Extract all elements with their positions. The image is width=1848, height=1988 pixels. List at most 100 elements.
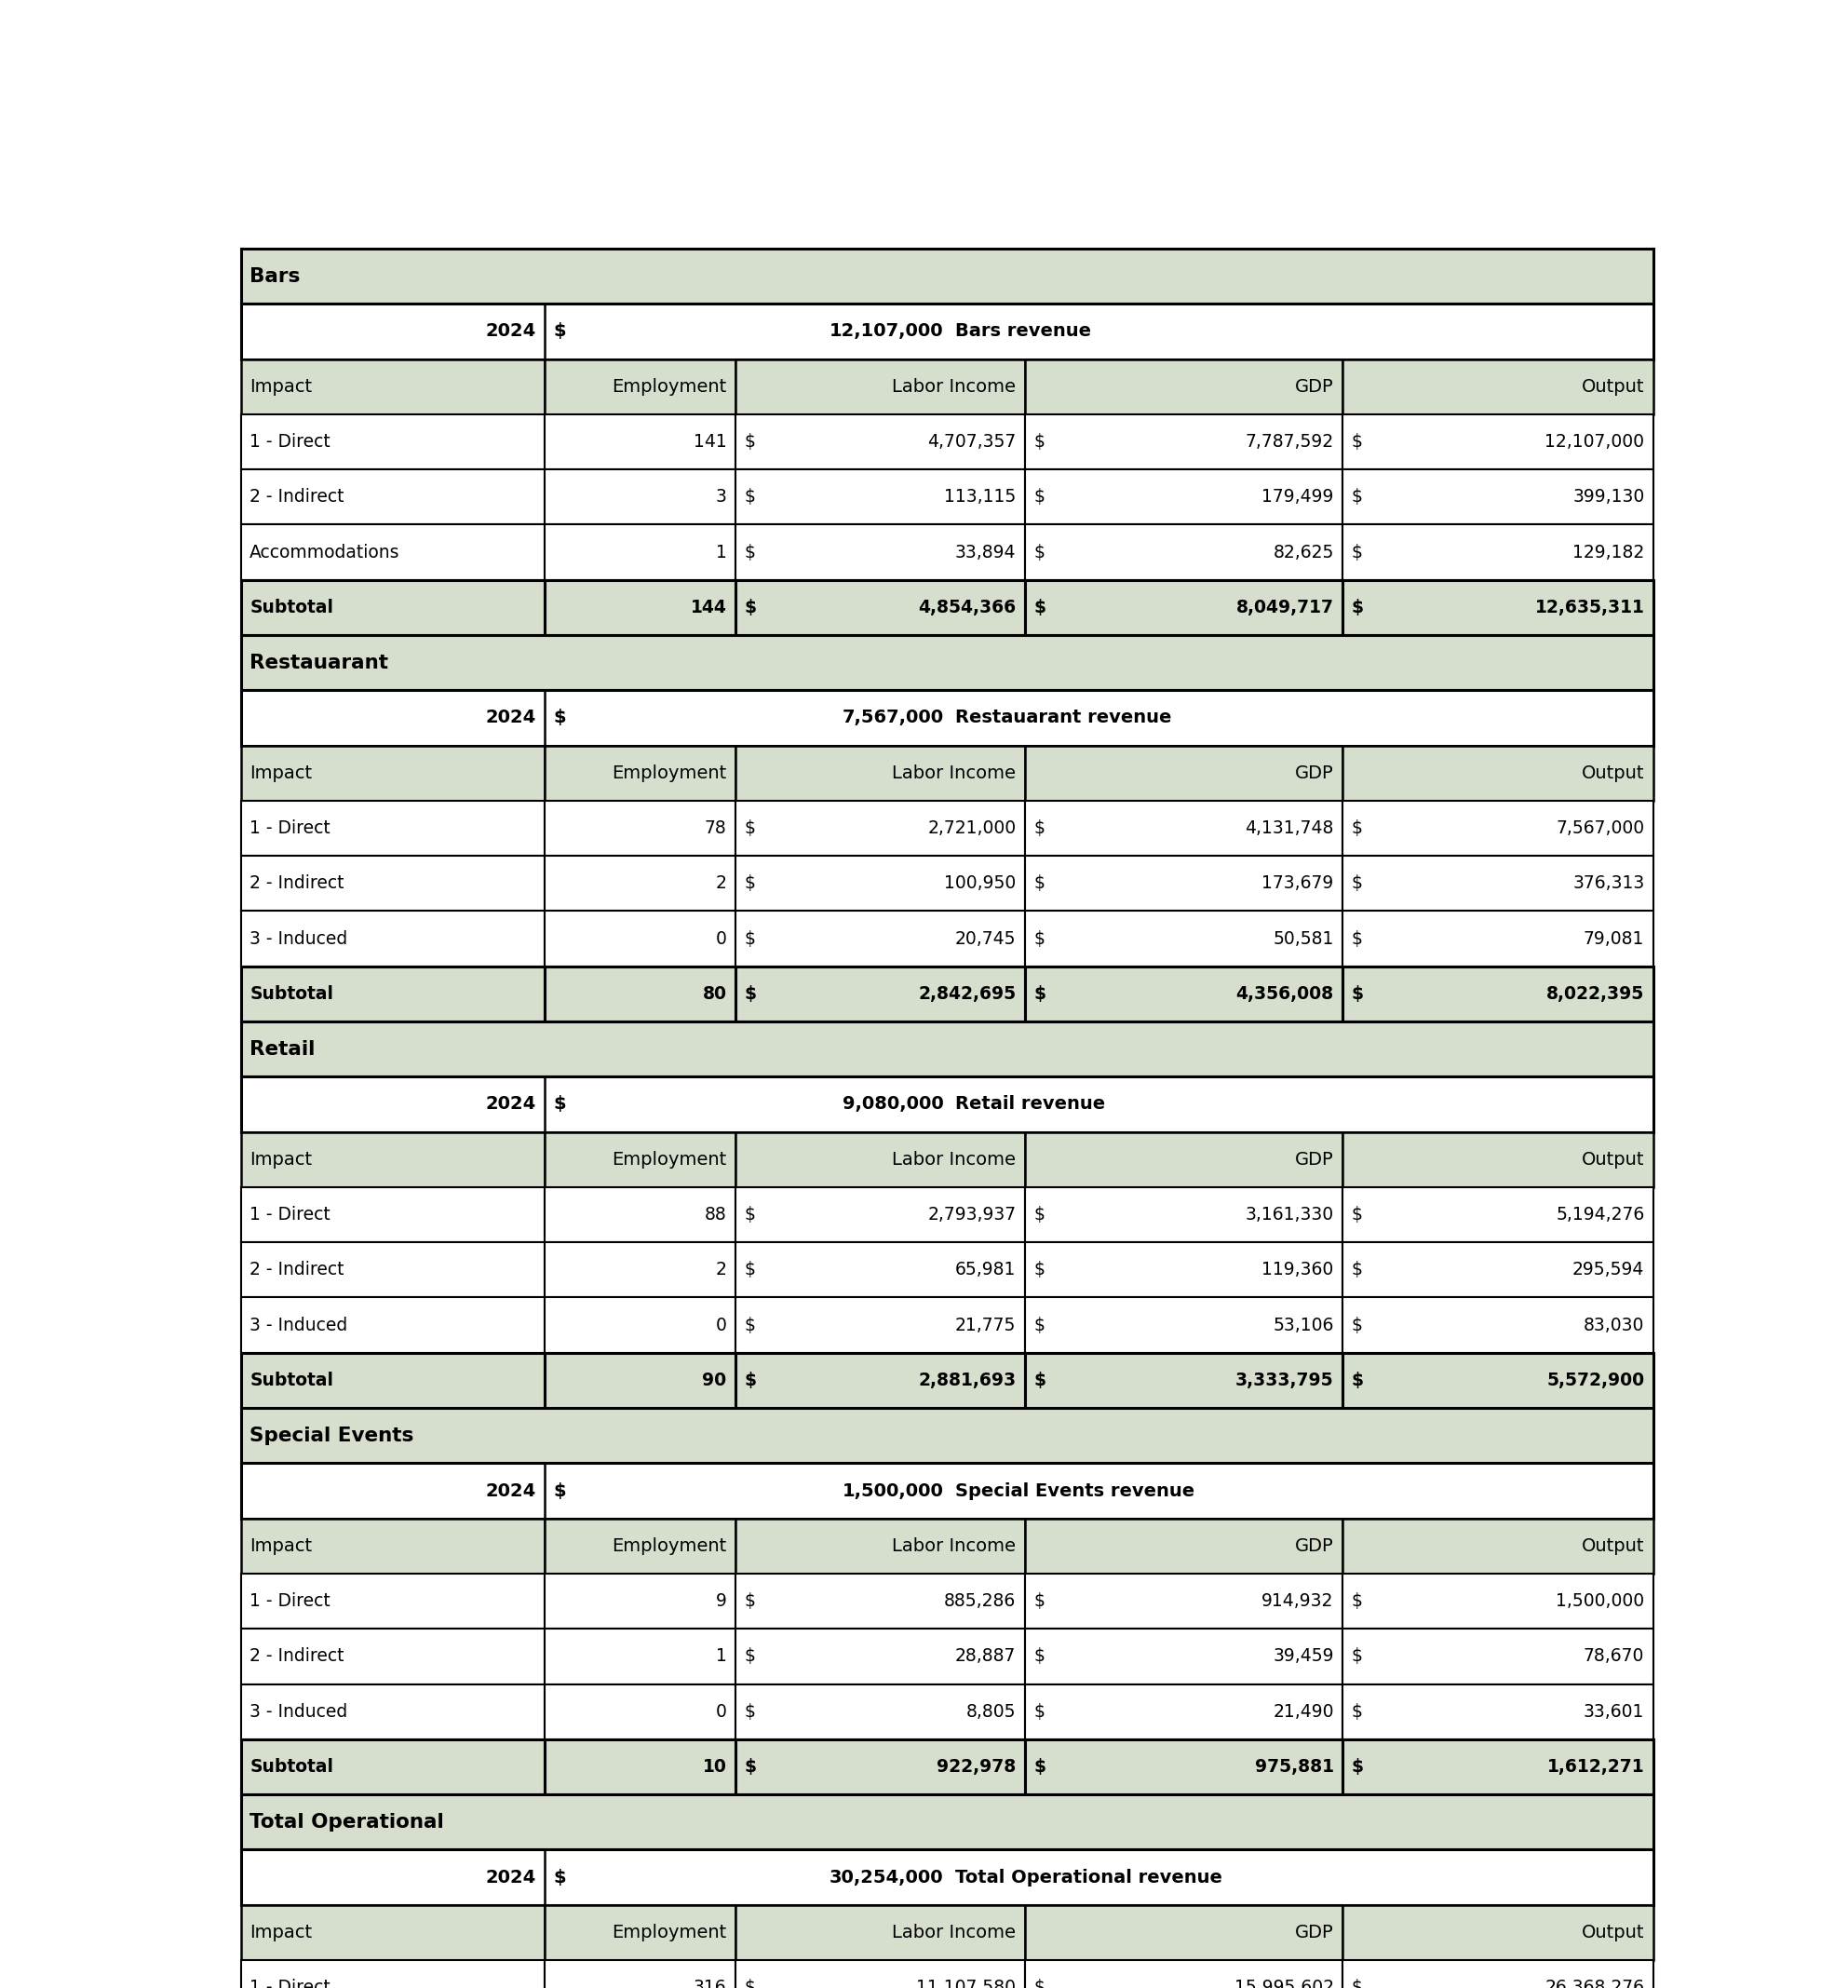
Bar [545, 1905, 736, 1960]
Text: 7,787,592: 7,787,592 [1246, 433, 1334, 451]
Text: 79,081: 79,081 [1584, 930, 1645, 948]
Bar [240, 360, 545, 414]
Text: $: $ [1033, 1978, 1044, 1988]
Text: 1: 1 [715, 1648, 726, 1666]
Text: $: $ [1033, 543, 1044, 561]
Bar [240, 304, 1654, 360]
Text: $: $ [553, 322, 565, 340]
Text: $: $ [1351, 1704, 1362, 1720]
Text: $: $ [1033, 819, 1044, 837]
Bar [1342, 746, 1654, 801]
Text: $: $ [745, 598, 756, 616]
Text: $: $ [1033, 1592, 1044, 1610]
Text: $: $ [745, 1207, 756, 1223]
Text: 885,286: 885,286 [944, 1592, 1016, 1610]
Text: Bars: Bars [249, 266, 301, 286]
Bar [1342, 1905, 1654, 1960]
Text: $: $ [745, 489, 756, 505]
Bar [1026, 1298, 1342, 1352]
Text: 4,131,748: 4,131,748 [1246, 819, 1334, 837]
Text: $: $ [1351, 489, 1362, 505]
Text: $: $ [745, 1316, 756, 1334]
Text: $: $ [745, 1260, 756, 1278]
Text: 90: 90 [702, 1372, 726, 1390]
Text: $: $ [1033, 489, 1044, 505]
Bar [240, 1408, 1654, 1463]
Text: $: $ [1351, 543, 1362, 561]
Bar [545, 580, 736, 634]
Text: 2024: 2024 [486, 322, 536, 340]
Bar [1342, 1187, 1654, 1242]
Text: Retail revenue: Retail revenue [955, 1095, 1105, 1113]
Text: 80: 80 [702, 986, 726, 1002]
Text: 129,182: 129,182 [1573, 543, 1645, 561]
Text: $: $ [1351, 1372, 1364, 1390]
Text: $: $ [1033, 930, 1044, 948]
Text: Output: Output [1582, 1151, 1645, 1169]
Bar [1026, 1242, 1342, 1298]
Bar [545, 414, 736, 469]
Text: Subtotal: Subtotal [249, 1757, 333, 1775]
Bar [1026, 1628, 1342, 1684]
Text: $: $ [1351, 1648, 1362, 1666]
Text: $: $ [1033, 1316, 1044, 1334]
Text: Total Operational revenue: Total Operational revenue [955, 1869, 1222, 1887]
Bar [240, 414, 545, 469]
Bar [240, 248, 1654, 304]
Bar [736, 966, 1026, 1022]
Text: Employment: Employment [612, 763, 726, 781]
Text: 2,793,937: 2,793,937 [928, 1207, 1016, 1223]
Text: 922,978: 922,978 [937, 1757, 1016, 1775]
Bar [1026, 1519, 1342, 1574]
Text: Total Operational: Total Operational [249, 1813, 444, 1831]
Text: 78: 78 [704, 819, 726, 837]
Bar [736, 911, 1026, 966]
Text: GDP: GDP [1295, 378, 1334, 396]
Bar [240, 1795, 1654, 1849]
Bar [1342, 1131, 1654, 1187]
Text: 2,721,000: 2,721,000 [928, 819, 1016, 837]
Bar [736, 1740, 1026, 1795]
Bar [736, 1960, 1026, 1988]
Bar [1342, 801, 1654, 857]
Text: 0: 0 [715, 930, 726, 948]
Text: GDP: GDP [1295, 1151, 1334, 1169]
Text: 12,107,000: 12,107,000 [1545, 433, 1645, 451]
Text: 82,625: 82,625 [1273, 543, 1334, 561]
Bar [545, 746, 736, 801]
Bar [1026, 746, 1342, 801]
Text: $: $ [1033, 875, 1044, 893]
Bar [240, 801, 545, 857]
Text: $: $ [1033, 1260, 1044, 1278]
Bar [240, 1463, 1654, 1519]
Text: $: $ [1351, 986, 1364, 1002]
Text: $: $ [1351, 1316, 1362, 1334]
Bar [545, 801, 736, 857]
Text: 2 - Indirect: 2 - Indirect [249, 1260, 344, 1278]
Bar [1026, 525, 1342, 580]
Text: 3 - Induced: 3 - Induced [249, 1704, 347, 1720]
Text: 3: 3 [715, 489, 726, 505]
Bar [1342, 857, 1654, 911]
Text: Output: Output [1582, 763, 1645, 781]
Text: $: $ [1351, 1978, 1362, 1988]
Text: 39,459: 39,459 [1273, 1648, 1334, 1666]
Bar [545, 1131, 736, 1187]
Text: $: $ [1033, 433, 1044, 451]
Text: $: $ [553, 710, 565, 728]
Bar [1026, 1187, 1342, 1242]
Text: 975,881: 975,881 [1255, 1757, 1334, 1775]
Bar [240, 1022, 1654, 1077]
Text: Restauarant revenue: Restauarant revenue [955, 710, 1172, 728]
Text: Bars revenue: Bars revenue [955, 322, 1090, 340]
Bar [1342, 1574, 1654, 1628]
Text: Labor Income: Labor Income [893, 1151, 1016, 1169]
Text: Retail: Retail [249, 1040, 316, 1058]
Text: $: $ [745, 543, 756, 561]
Text: 28,887: 28,887 [955, 1648, 1016, 1666]
Text: 78,670: 78,670 [1584, 1648, 1645, 1666]
Bar [1026, 1131, 1342, 1187]
Text: 1,500,000: 1,500,000 [843, 1481, 944, 1499]
Bar [545, 469, 736, 525]
Text: $: $ [1351, 1592, 1362, 1610]
